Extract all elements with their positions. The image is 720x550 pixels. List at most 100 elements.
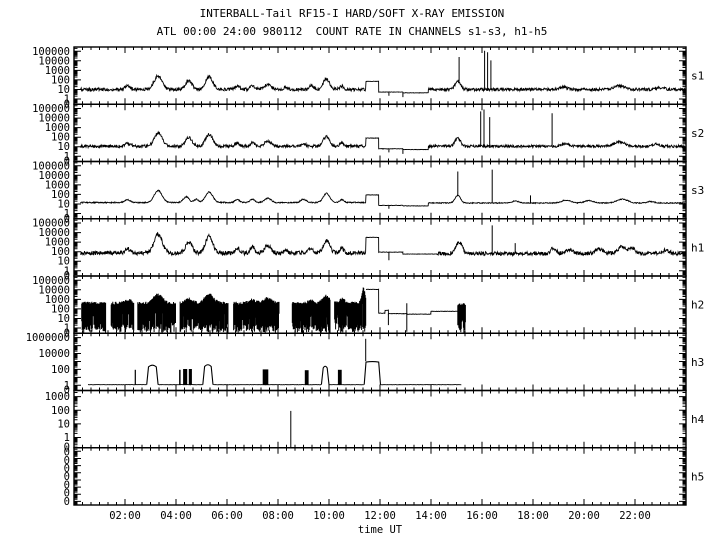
panel-h1-trace [79,231,686,258]
panel-h2-ticks [73,276,687,334]
y-tick-label-h3: 10000 [38,348,70,360]
y-tick-label-s2: 100 [51,132,70,144]
panel-h5-frame [73,447,687,506]
y-tick-label-s2: 100000 [32,103,70,115]
y-tick-label-h4: 0 [64,442,70,454]
y-tick-label-h2: 1000 [45,294,70,306]
x-axis-label: time UT [357,524,403,536]
y-tick-label-h3: 1000000 [26,332,70,344]
y-tick-label-h1: 100 [51,246,70,258]
panel-s1-trace [80,73,686,94]
y-tick-label-s3: 0 [64,213,70,225]
panel-h1-spikes [388,225,516,261]
panel-h2-trace [365,288,458,315]
y-tick-label-s3: 10 [57,199,70,211]
x-tick-label: 20:00 [568,510,600,522]
y-tick-label-h5: 0 [64,471,70,483]
y-tick-label-h2: 0 [64,327,70,339]
panel-s1-ticks [73,47,687,105]
y-tick-label-h1: 1000 [45,237,70,249]
chart-title: INTERBALL-Tail RF15-I HARD/SOFT X-RAY EM… [199,7,505,20]
y-tick-label-h1: 10 [57,256,70,268]
panel-h4-frame [73,389,687,449]
channel-label-h2: h2 [691,299,704,312]
panel-h3-pulse [146,364,159,385]
y-tick-label-s3: 10000 [38,170,70,182]
y-tick-label-s1: 10000 [38,55,70,67]
y-tick-label-h1: 100000 [32,218,70,230]
panel-h3-pulse [363,361,382,385]
x-tick-label: 02:00 [109,510,141,522]
panel-s2-ticks [73,104,687,162]
panel-h5-ticks [73,447,687,505]
y-tick-label-h2: 1 [64,323,70,335]
y-tick-label-h4: 10 [57,418,70,430]
panel-h3-pulse [188,369,192,385]
channel-label-s1: s1 [691,70,704,83]
chart-subtitle: ATL 00:00 24:00 980112 COUNT RATE IN CHA… [156,25,548,38]
y-tick-label-s2: 10000 [38,113,70,125]
y-tick-label-h5: 0 [64,480,70,492]
y-tick-label-h5: 0 [64,496,70,508]
panel-h1-frame [73,218,687,277]
y-tick-label-s1: 1 [64,94,70,106]
y-tick-label-s1: 100 [51,74,70,86]
channel-label-s2: s2 [691,127,704,140]
x-tick-label: 08:00 [262,510,294,522]
y-tick-label-h3: 0 [64,385,70,397]
y-tick-label-s3: 100 [51,189,70,201]
y-tick-label-h2: 100000 [32,275,70,287]
y-tick-label-s3: 1000 [45,179,70,191]
panel-s3-spikes [388,169,531,209]
panel-h2-dense-band [81,287,367,333]
panel-h3-pulse [262,369,269,385]
y-tick-label-s2: 10 [57,141,70,153]
panel-h4-ticks [73,390,687,448]
channel-label-h5: h5 [691,470,704,483]
y-tick-label-s2: 1 [64,151,70,163]
panel-h2-dense-band [457,303,466,333]
x-tick-label: 06:00 [211,510,243,522]
x-tick-label: 10:00 [313,510,345,522]
y-tick-label-s3: 100000 [32,160,70,172]
y-tick-label-h3: 1 [64,380,70,392]
y-tick-label-s1: 1000 [45,65,70,77]
panel-h3-pulse [337,369,342,385]
y-tick-label-s2: 1000 [45,122,70,134]
panel-s2-frame [73,103,687,163]
x-tick-label: 04:00 [160,510,192,522]
panel-h3-pulse [202,364,214,385]
panel-s3-ticks [73,161,687,219]
panel-h2-spikes [387,303,408,332]
panel-s3-frame [73,160,687,220]
y-tick-label-h2: 10000 [38,284,70,296]
y-tick-label-h3: 100 [51,364,70,376]
y-tick-label-h1: 1 [64,265,70,277]
y-tick-label-h4: 100 [51,405,70,417]
channel-label-h4: h4 [691,413,705,426]
channel-label-s3: s3 [691,184,704,197]
panel-h3-ticks [73,333,687,391]
panel-h1-ticks [73,218,687,276]
y-tick-label-h4: 1 [64,432,70,444]
y-tick-label-h5: 0 [64,455,70,467]
x-tick-label: 16:00 [466,510,498,522]
panel-s1-spikes [388,50,492,98]
panel-s1-frame [73,46,687,105]
y-tick-label-s1: 0 [64,98,70,110]
panel-h3-pulse [134,369,136,385]
panel-h3-pulse [183,369,188,385]
y-tick-label-h2: 10 [57,313,70,325]
panel-h3-pulse [179,369,181,385]
y-tick-label-h1: 10000 [38,227,70,239]
x-tick-label: 18:00 [517,510,549,522]
channel-label-h1: h1 [691,241,704,254]
channel-label-h3: h3 [691,356,704,369]
y-tick-label-s1: 10 [57,84,70,96]
panel-s2-trace [79,130,686,151]
x-tick-label: 14:00 [415,510,447,522]
x-tick-label: 22:00 [619,510,651,522]
panel-s3-trace [80,189,686,207]
